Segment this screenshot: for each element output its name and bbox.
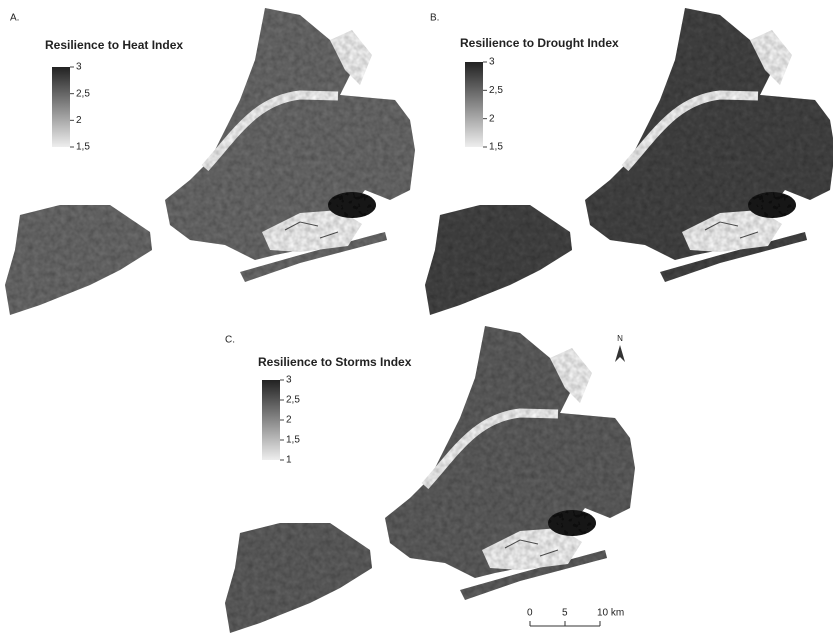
legend-tick-label: 1,5 xyxy=(76,142,90,153)
legend-title: Resilience to Drought Index xyxy=(460,36,619,50)
legend-tick-label: 3 xyxy=(76,62,82,73)
legend-title: Resilience to Storms Index xyxy=(258,355,412,369)
panel-label: B. xyxy=(430,13,439,24)
legend-tick-label: 1 xyxy=(286,455,292,466)
panel-label: C. xyxy=(225,335,235,346)
legend-tick-label: 2 xyxy=(286,415,292,426)
map-c xyxy=(225,326,635,633)
legend-tick-label: 1,5 xyxy=(286,435,300,446)
legend-colorbar xyxy=(465,62,483,147)
north-label: N xyxy=(617,334,623,343)
legend-colorbar xyxy=(262,380,280,460)
legend-tick-label: 3 xyxy=(286,375,292,386)
north-arrow-shape xyxy=(615,345,625,362)
figure: N A. Resilience to Heat Index 3 2,5 2 1,5 B. Re… xyxy=(0,0,833,636)
scale-label: 0 xyxy=(527,608,533,619)
scale-label: 10 km xyxy=(597,608,624,619)
legend-tick-label: 1,5 xyxy=(489,142,503,153)
legend-colorbar xyxy=(52,67,70,147)
legend-tick-label: 2,5 xyxy=(76,88,90,99)
legend-title: Resilience to Heat Index xyxy=(45,38,183,52)
legend-tick-label: 2 xyxy=(76,115,82,126)
legend-tick-label: 2 xyxy=(489,113,495,124)
map-b xyxy=(425,8,833,315)
legend-tick-label: 2,5 xyxy=(286,395,300,406)
map-a xyxy=(5,8,415,315)
panel-label: A. xyxy=(10,13,19,24)
north-arrow: N xyxy=(615,334,625,362)
scale-label: 5 xyxy=(562,608,568,619)
legend-tick-label: 2,5 xyxy=(489,85,503,96)
legend-tick-label: 3 xyxy=(489,57,495,68)
